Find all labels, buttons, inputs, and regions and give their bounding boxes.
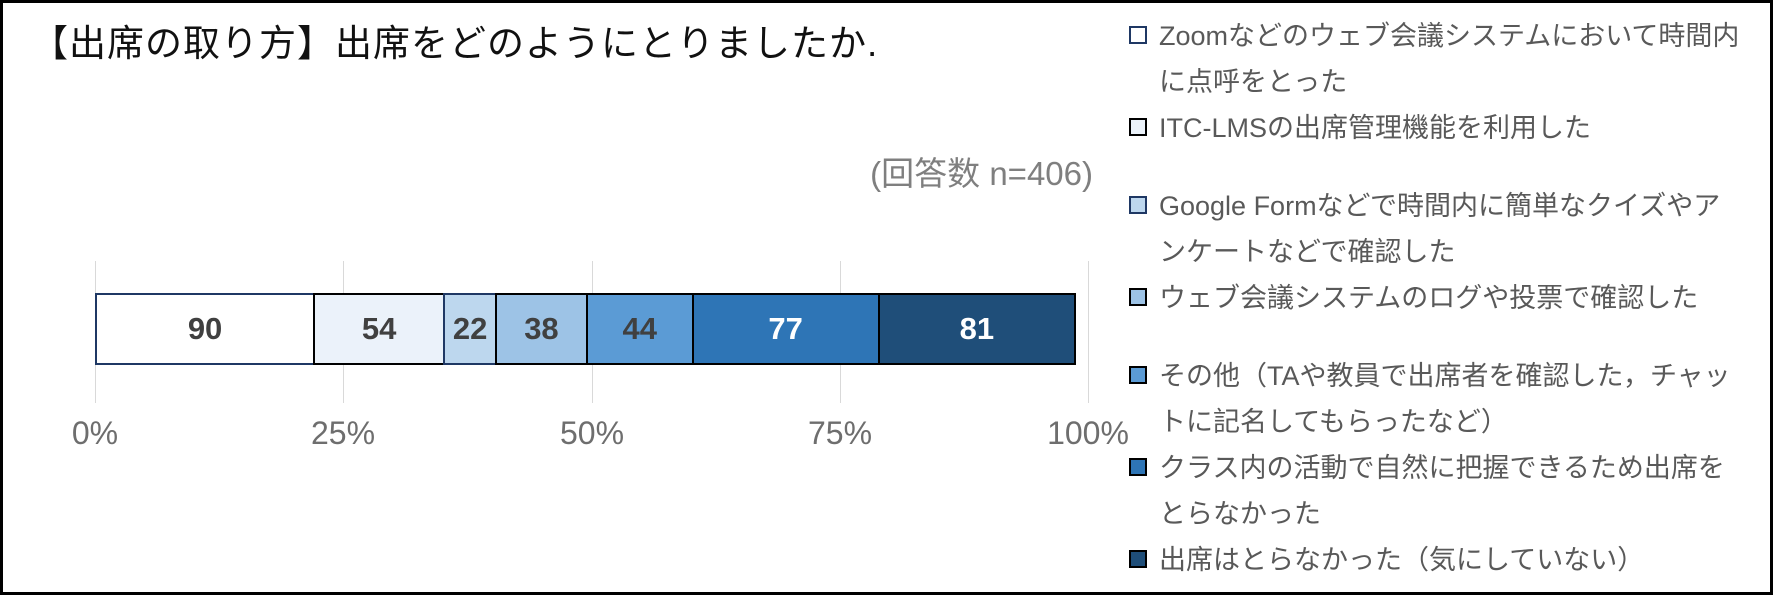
legend-swatch-icon [1129, 288, 1147, 306]
legend-item-label-line: その他（TAや教員で出席者を確認した，チャッ [1159, 361, 1731, 391]
legend-swatch-icon [1129, 458, 1147, 476]
bar-segment-2: 54 [313, 293, 446, 365]
legend-item-6: クラス内の活動で自然に把握できるため出席を とらなかった [1129, 445, 1770, 537]
x-tick-25%: 25% [310, 415, 376, 451]
legend-group-1: Zoomなどのウェブ会議システムにおいて時間内 に点呼をとった ITC-LMSの出席… [1129, 13, 1770, 151]
bar-segment-1: 90 [95, 293, 316, 365]
bar-segment-value: 22 [452, 311, 488, 346]
chart-title: 【出席の取り方】出席をどのようにとりましたか. [31, 23, 879, 64]
x-tick-100%: 100% [1047, 415, 1129, 451]
x-tick-50%: 50% [559, 415, 625, 451]
legend-item-label-line: とらなかった [1159, 499, 1321, 529]
legend: Zoomなどのウェブ会議システムにおいて時間内 に点呼をとった ITC-LMSの出席… [1129, 13, 1770, 583]
legend-group-2: Google Formなどで時間内に簡単なクイズやア ンケートなどで確認したウェブ… [1129, 183, 1770, 321]
bar-segment-value: 77 [768, 311, 803, 346]
legend-item-label-line: に点呼をとった [1159, 67, 1348, 97]
legend-item-2: ITC-LMSの出席管理機能を利用した [1129, 105, 1770, 151]
legend-item-3: Google Formなどで時間内に簡単なクイズやア ンケートなどで確認した [1129, 183, 1770, 275]
legend-swatch-icon [1129, 118, 1147, 136]
legend-item-label-line: Google Formなどで時間内に簡単なクイズやア [1159, 191, 1721, 221]
legend-item-label-line: ンケートなどで確認した [1159, 237, 1456, 267]
legend-item-label-line: ウェブ会議システムのログや投票で確認した [1159, 283, 1699, 313]
bar-segment-value: 38 [524, 311, 559, 346]
legend-item-label-line: ITC-LMSの出席管理機能を利用した [1159, 113, 1591, 143]
legend-item-label-line: トに記名してもらったなど） [1159, 407, 1508, 437]
legend-item-7: 出席はとらなかった（気にしていない） [1129, 537, 1770, 583]
bar-segment-value: 90 [187, 311, 223, 346]
x-tick-75%: 75% [807, 415, 873, 451]
x-tick-0%: 0% [71, 415, 119, 451]
bar-segment-4: 38 [494, 293, 588, 365]
bar-segment-5: 44 [585, 293, 694, 365]
legend-item-4: ウェブ会議システムのログや投票で確認した [1129, 275, 1770, 321]
legend-item-label-line: 出席はとらなかった（気にしていない） [1159, 545, 1645, 575]
bar-segment-7: 81 [877, 293, 1076, 365]
bar-segment-value: 81 [959, 311, 995, 346]
legend-item-5: その他（TAや教員で出席者を確認した，チャッ トに記名してもらったなど） [1129, 353, 1770, 445]
legend-swatch-icon [1129, 550, 1147, 568]
bar-segment-6: 77 [691, 293, 880, 365]
legend-swatch-icon [1129, 26, 1147, 44]
legend-item-label-line: クラス内の活動で自然に把握できるため出席を [1159, 453, 1725, 483]
plot-area: 90 54 22 38 44 77 81 0% 25% 50% 75% 100% [72, 3, 1129, 592]
legend-item-1: Zoomなどのウェブ会議システムにおいて時間内 に点呼をとった [1129, 13, 1770, 105]
bar-segment-value: 44 [622, 311, 657, 346]
gridline-100% [1088, 261, 1089, 403]
bar-segment-value: 54 [361, 311, 397, 346]
respondents-count-note: (回答数 n=406) [870, 155, 1093, 192]
stacked-bar: 90 54 22 38 44 77 81 [95, 293, 1088, 365]
legend-swatch-icon [1129, 196, 1147, 214]
legend-item-label-line: Zoomなどのウェブ会議システムにおいて時間内 [1159, 21, 1740, 51]
legend-swatch-icon [1129, 366, 1147, 384]
legend-group-3: その他（TAや教員で出席者を確認した，チャッ トに記名してもらったなど） クラス内の… [1129, 353, 1770, 583]
bar-segment-3: 22 [443, 293, 497, 365]
